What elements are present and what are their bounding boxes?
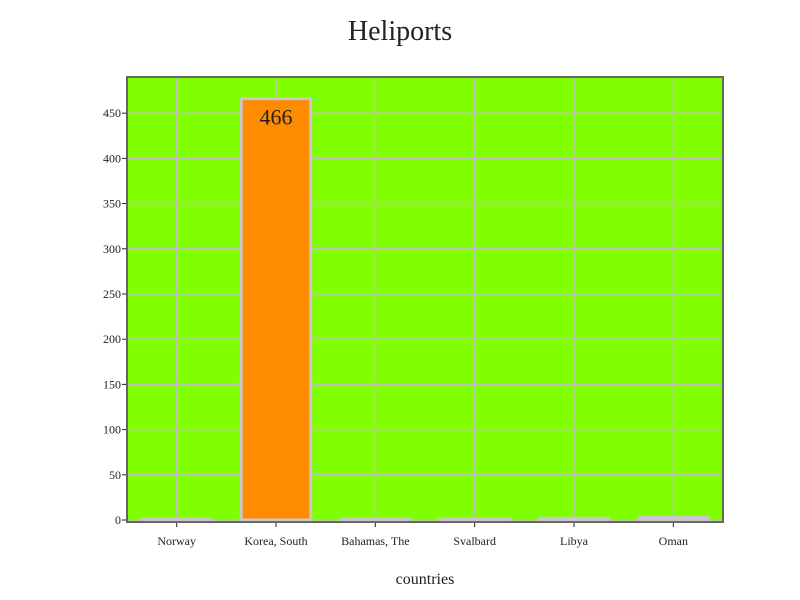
y-tick-label: 200 [103,332,121,346]
x-tick-label: Svalbard [453,534,496,548]
y-tick-label: 50 [109,468,121,482]
bar-korea-south [239,97,313,522]
y-tick-label: 150 [103,377,121,391]
y-tick-label: 250 [103,287,121,301]
data-labels: 466 [260,105,293,130]
x-tick-label: Libya [560,534,589,548]
bar-oman [637,515,710,522]
y-tick-label: 350 [103,197,121,211]
data-label: 466 [260,105,293,130]
y-tick-label: 400 [103,151,121,165]
bar-norway [140,517,213,522]
bars [140,97,710,522]
x-axis-ticks: Norway Korea, South Bahamas, The Svalbard Li… [157,522,688,548]
bar-bahamas-the [339,517,412,522]
y-tick-label: 450 [103,106,121,120]
bar-libya [537,516,611,522]
y-axis-ticks: 0 50 100 150 200 250 300 350 400 450 [103,106,127,527]
x-tick-label: Norway [157,534,196,548]
x-tick-label: Bahamas, The [341,534,409,548]
plot-area [127,77,723,522]
plot-frame [126,76,724,523]
bar-svalbard [438,517,511,522]
y-tick-label: 300 [103,242,121,256]
chart-title: Heliports [348,16,452,47]
x-tick-label: Oman [659,534,688,548]
y-tick-label: 100 [103,423,121,437]
x-tick-label: Korea, South [244,534,307,548]
x-axis-label: countries [396,571,455,588]
y-tick-label: 0 [115,513,121,527]
